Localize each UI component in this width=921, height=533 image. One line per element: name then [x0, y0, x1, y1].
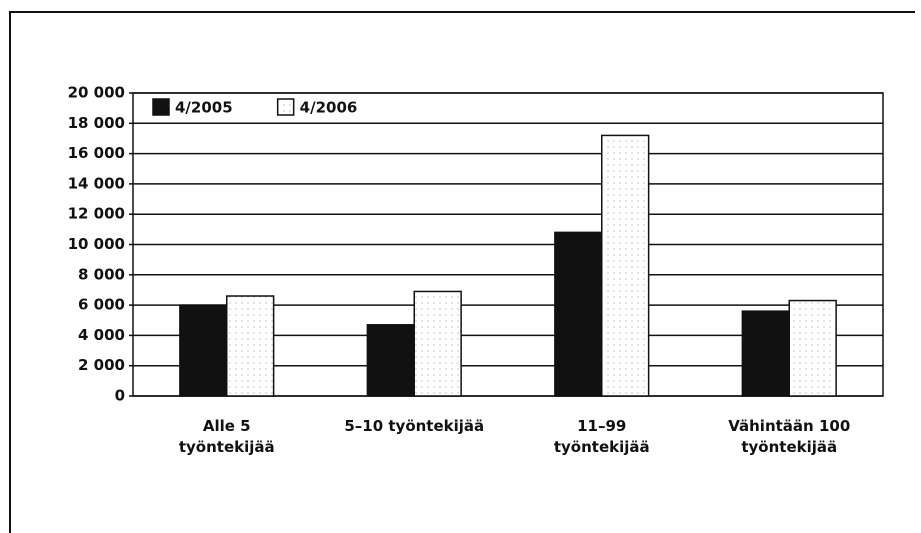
bar [554, 231, 603, 397]
legend-label: 4/2005 [175, 99, 233, 117]
y-tick-label: 0 [115, 387, 125, 405]
x-tick-label: Alle 5 työntekijää [178, 417, 275, 456]
x-tick-label: 11–99 työntekijää [553, 417, 650, 456]
x-tick-label: 5–10 työntekijää [344, 417, 485, 435]
y-tick-label: 4 000 [78, 326, 125, 344]
y-tick-label: 20 000 [68, 84, 125, 102]
bar [788, 299, 837, 397]
legend-swatch [276, 98, 295, 116]
bar [601, 134, 650, 397]
legend-swatch [152, 98, 170, 116]
bar [366, 324, 415, 397]
y-tick-label: 12 000 [68, 205, 125, 223]
bar [413, 290, 462, 397]
bar [741, 310, 790, 397]
x-tick-label: Vähintään 100 työntekijää [728, 417, 851, 456]
frame [9, 11, 915, 533]
y-tick-label: 18 000 [68, 114, 125, 132]
y-tick-label: 2 000 [78, 356, 125, 374]
y-tick-label: 14 000 [68, 174, 125, 192]
bar [226, 295, 275, 397]
y-tick-label: 10 000 [68, 235, 125, 253]
y-tick-label: 16 000 [68, 144, 125, 162]
plot-frame [132, 92, 884, 397]
bar [179, 304, 228, 397]
y-tick-label: 6 000 [78, 296, 125, 314]
y-tick-label: 8 000 [78, 265, 125, 283]
legend-label: 4/2006 [300, 99, 358, 117]
